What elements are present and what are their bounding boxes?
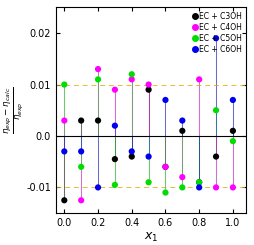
Point	[147, 155, 151, 159]
Point	[197, 180, 201, 184]
Point	[79, 198, 83, 202]
Point	[130, 155, 134, 159]
Point	[96, 77, 100, 81]
Point	[96, 185, 100, 189]
Point	[180, 175, 184, 179]
Point	[113, 157, 117, 161]
Point	[96, 119, 100, 122]
Point	[130, 77, 134, 81]
Point	[79, 149, 83, 153]
Point	[180, 129, 184, 133]
Point	[79, 119, 83, 122]
Point	[231, 185, 235, 189]
Legend: EC + C3OH, EC + C4OH, EC + C5OH, EC + C6OH: EC + C3OH, EC + C4OH, EC + C5OH, EC + C6…	[194, 11, 243, 54]
Point	[113, 88, 117, 92]
Point	[214, 155, 218, 159]
Point	[197, 180, 201, 184]
Point	[113, 183, 117, 187]
Point	[163, 98, 167, 102]
Point	[147, 83, 151, 86]
Point	[180, 185, 184, 189]
Text: $\frac{\eta_{exp} - \eta_{calc}}{\eta_{exp}}$: $\frac{\eta_{exp} - \eta_{calc}}{\eta_{e…	[3, 86, 25, 134]
Point	[79, 165, 83, 169]
Point	[62, 83, 66, 86]
Point	[163, 191, 167, 195]
Point	[214, 185, 218, 189]
Point	[180, 119, 184, 122]
Point	[62, 198, 66, 202]
Point	[62, 149, 66, 153]
Point	[147, 180, 151, 184]
Point	[96, 67, 100, 71]
Point	[163, 165, 167, 169]
Point	[214, 108, 218, 112]
Point	[197, 185, 201, 189]
Point	[113, 124, 117, 128]
Point	[62, 119, 66, 122]
Point	[130, 72, 134, 76]
Point	[130, 149, 134, 153]
Point	[231, 98, 235, 102]
Point	[231, 129, 235, 133]
Point	[197, 77, 201, 81]
X-axis label: $x_1$: $x_1$	[144, 231, 158, 244]
Point	[147, 88, 151, 92]
Point	[231, 139, 235, 143]
Point	[163, 165, 167, 169]
Point	[214, 36, 218, 40]
